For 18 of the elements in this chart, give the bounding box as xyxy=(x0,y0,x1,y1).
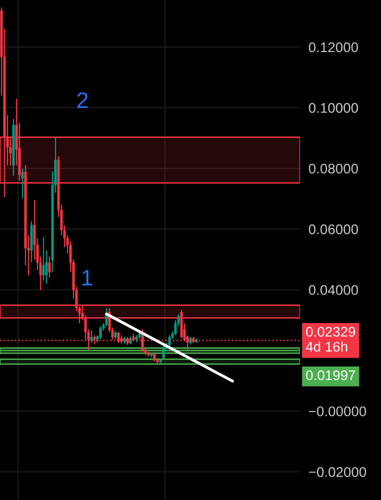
candlestick xyxy=(42,236,45,282)
candlestick xyxy=(168,334,171,348)
y-tick-label: 0.08000 xyxy=(308,164,358,174)
annotation: 2 xyxy=(77,92,88,108)
candlestick xyxy=(99,326,102,340)
y-tick-label: 0.10000 xyxy=(308,103,358,113)
ref-line-label: 0.02329 4d 16h xyxy=(306,326,356,352)
annotation: 1 xyxy=(82,270,92,286)
candlestick xyxy=(21,168,24,200)
candlestick xyxy=(48,256,51,278)
candlestick xyxy=(90,330,93,344)
candlestick xyxy=(162,345,165,360)
y-tick-label: 0.04000 xyxy=(308,285,358,295)
y-tick-label: 0.06000 xyxy=(308,224,358,234)
ref-line-label: 0.01997 xyxy=(306,370,356,380)
y-tick-label: 0.12000 xyxy=(308,42,358,52)
y-tick-label: −0.02000 xyxy=(309,467,366,477)
y-tick-label: −0.00000 xyxy=(309,406,366,416)
